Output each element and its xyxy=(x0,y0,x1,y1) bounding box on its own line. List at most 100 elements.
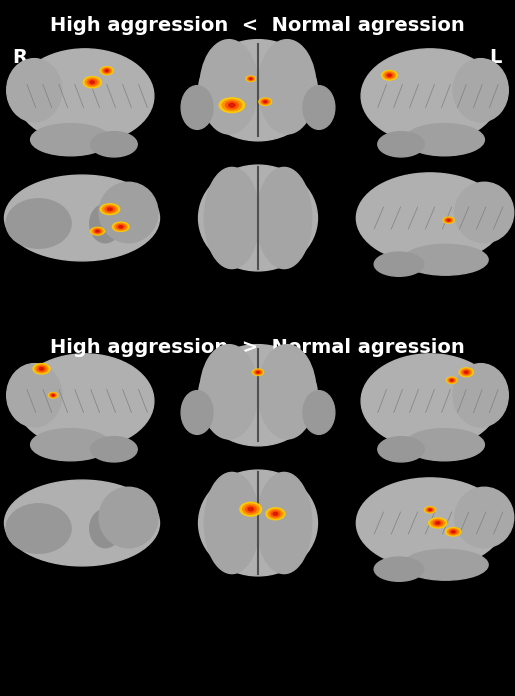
Ellipse shape xyxy=(424,507,436,513)
Ellipse shape xyxy=(248,507,253,511)
Ellipse shape xyxy=(449,379,454,382)
Ellipse shape xyxy=(92,228,102,234)
Ellipse shape xyxy=(88,79,97,85)
Ellipse shape xyxy=(245,506,256,513)
Ellipse shape xyxy=(256,168,312,269)
Ellipse shape xyxy=(49,393,57,397)
Ellipse shape xyxy=(387,74,391,77)
Ellipse shape xyxy=(102,205,117,213)
Ellipse shape xyxy=(268,509,282,519)
Ellipse shape xyxy=(33,363,50,374)
Ellipse shape xyxy=(219,98,245,113)
Ellipse shape xyxy=(240,503,262,516)
Ellipse shape xyxy=(403,549,488,580)
Ellipse shape xyxy=(455,487,513,548)
Ellipse shape xyxy=(90,204,121,243)
Ellipse shape xyxy=(83,77,101,88)
Ellipse shape xyxy=(114,223,127,230)
Ellipse shape xyxy=(91,132,137,157)
Ellipse shape xyxy=(108,208,112,211)
Ellipse shape xyxy=(264,101,267,103)
Text: High aggression  <  Normal agression: High aggression < Normal agression xyxy=(49,16,465,35)
Ellipse shape xyxy=(378,436,424,462)
Ellipse shape xyxy=(35,365,48,373)
Ellipse shape xyxy=(199,165,317,271)
Ellipse shape xyxy=(303,390,335,434)
Ellipse shape xyxy=(447,377,457,383)
Ellipse shape xyxy=(448,378,456,383)
Text: R: R xyxy=(12,48,27,67)
Ellipse shape xyxy=(255,371,261,374)
Ellipse shape xyxy=(250,78,252,79)
Ellipse shape xyxy=(85,78,99,86)
Ellipse shape xyxy=(450,530,457,534)
Ellipse shape xyxy=(384,72,396,79)
Ellipse shape xyxy=(258,40,316,134)
Ellipse shape xyxy=(5,480,160,566)
Ellipse shape xyxy=(48,393,58,398)
Ellipse shape xyxy=(52,395,54,396)
Ellipse shape xyxy=(428,509,432,511)
Ellipse shape xyxy=(7,58,62,122)
Ellipse shape xyxy=(356,173,504,263)
Ellipse shape xyxy=(356,478,504,568)
Ellipse shape xyxy=(436,522,440,524)
Ellipse shape xyxy=(246,76,255,81)
Ellipse shape xyxy=(271,511,280,517)
Ellipse shape xyxy=(90,81,95,84)
Ellipse shape xyxy=(447,219,450,221)
Ellipse shape xyxy=(226,102,238,109)
Ellipse shape xyxy=(448,529,459,535)
Ellipse shape xyxy=(254,370,262,374)
Ellipse shape xyxy=(116,225,125,229)
Ellipse shape xyxy=(204,168,260,269)
Ellipse shape xyxy=(91,228,105,235)
Ellipse shape xyxy=(222,100,242,111)
Ellipse shape xyxy=(91,436,137,462)
Ellipse shape xyxy=(243,504,259,514)
Ellipse shape xyxy=(200,345,258,439)
Ellipse shape xyxy=(428,518,447,528)
Ellipse shape xyxy=(374,557,424,581)
Ellipse shape xyxy=(99,487,158,548)
Ellipse shape xyxy=(386,73,393,78)
Text: L: L xyxy=(490,48,502,67)
Ellipse shape xyxy=(453,363,508,427)
Ellipse shape xyxy=(6,199,71,248)
Ellipse shape xyxy=(247,77,254,81)
Ellipse shape xyxy=(258,345,316,439)
Ellipse shape xyxy=(462,370,470,374)
Ellipse shape xyxy=(426,507,434,512)
Ellipse shape xyxy=(259,98,271,105)
Ellipse shape xyxy=(446,219,451,222)
Ellipse shape xyxy=(104,69,110,72)
Ellipse shape xyxy=(204,473,260,574)
Ellipse shape xyxy=(96,230,99,232)
Ellipse shape xyxy=(199,345,317,446)
Ellipse shape xyxy=(256,372,260,373)
Ellipse shape xyxy=(90,509,121,548)
Ellipse shape xyxy=(252,369,264,375)
Ellipse shape xyxy=(181,86,213,129)
Ellipse shape xyxy=(405,124,485,156)
Ellipse shape xyxy=(105,70,108,72)
Ellipse shape xyxy=(427,508,433,512)
Ellipse shape xyxy=(303,86,335,129)
Ellipse shape xyxy=(374,252,424,276)
Ellipse shape xyxy=(465,371,468,373)
Ellipse shape xyxy=(181,390,213,434)
Ellipse shape xyxy=(361,49,499,143)
Ellipse shape xyxy=(405,429,485,461)
Ellipse shape xyxy=(5,175,160,261)
Ellipse shape xyxy=(455,182,513,243)
Ellipse shape xyxy=(273,512,278,515)
Ellipse shape xyxy=(459,367,473,377)
Ellipse shape xyxy=(39,367,44,370)
Ellipse shape xyxy=(102,68,112,74)
Ellipse shape xyxy=(100,67,113,74)
Ellipse shape xyxy=(261,99,270,104)
Ellipse shape xyxy=(444,218,453,223)
Ellipse shape xyxy=(200,40,258,134)
Ellipse shape xyxy=(248,77,253,80)
Ellipse shape xyxy=(105,207,115,212)
